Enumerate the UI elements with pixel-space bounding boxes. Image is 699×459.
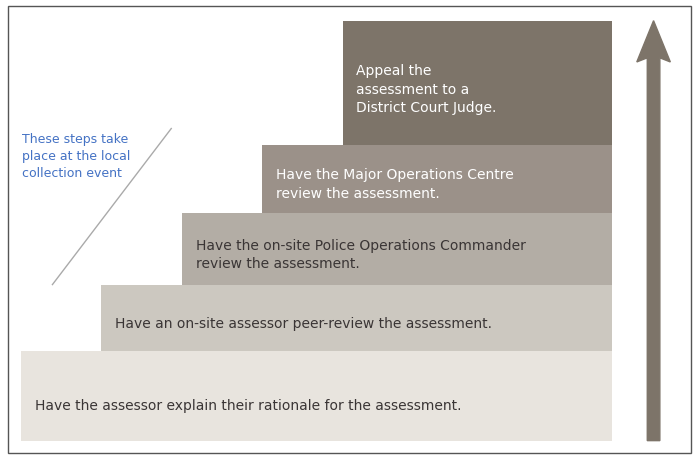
Text: Have the on-site Police Operations Commander
review the assessment.: Have the on-site Police Operations Comma… (196, 239, 526, 271)
Bar (182, 213, 612, 285)
Bar (21, 351, 612, 441)
Bar (101, 285, 612, 351)
Text: Have the Major Operations Centre
review the assessment.: Have the Major Operations Centre review … (276, 168, 514, 201)
Text: Have an on-site assessor peer-review the assessment.: Have an on-site assessor peer-review the… (115, 317, 492, 330)
FancyArrow shape (637, 21, 670, 441)
Bar (343, 21, 612, 145)
Text: Have the assessor explain their rationale for the assessment.: Have the assessor explain their rational… (35, 399, 461, 413)
Bar (262, 145, 612, 213)
Text: Appeal the
assessment to a
District Court Judge.: Appeal the assessment to a District Cour… (356, 64, 497, 115)
Text: These steps take
place at the local
collection event: These steps take place at the local coll… (22, 133, 131, 179)
